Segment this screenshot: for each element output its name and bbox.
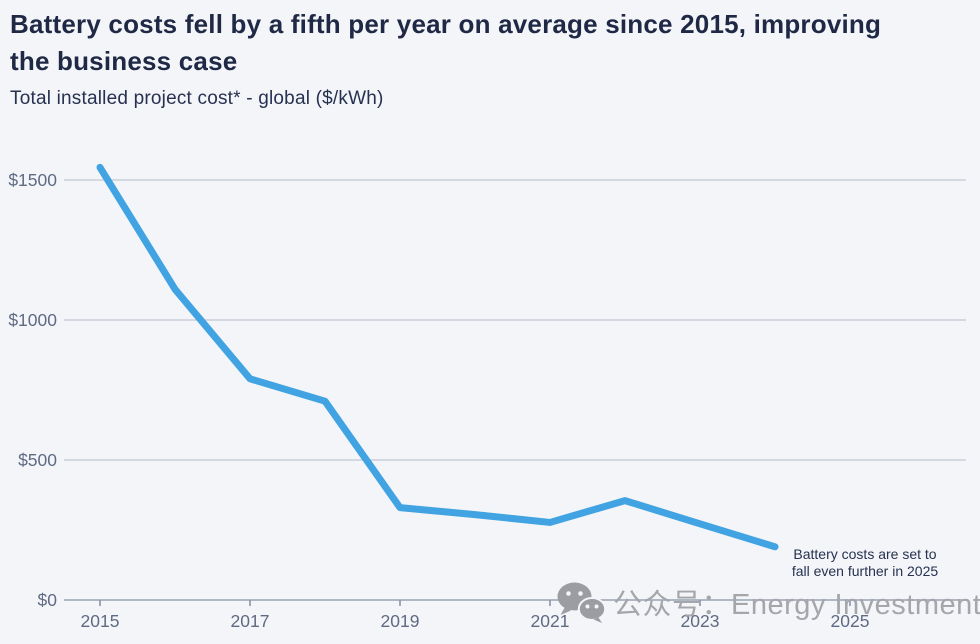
battery-cost-line [96, 163, 779, 551]
x-axis-label: 2015 [81, 611, 120, 631]
x-axis-label: 2019 [381, 611, 420, 631]
y-axis-label: $1500 [8, 170, 57, 190]
chart-title: Battery costs fell by a fifth per year o… [10, 9, 882, 76]
x-axis-label: 2021 [531, 611, 570, 631]
x-axis-label: 2025 [831, 611, 870, 631]
chart-subtitle: Total installed project cost* - global (… [10, 88, 384, 109]
y-axis-label: $0 [38, 590, 58, 610]
x-axis-label: 2023 [681, 611, 720, 631]
x-axis-label: 2017 [231, 611, 270, 631]
chart-annotation: Battery costs are set to fall even furth… [791, 546, 939, 579]
y-axis-label: $1000 [8, 310, 57, 330]
y-axis-label: $500 [18, 450, 57, 470]
